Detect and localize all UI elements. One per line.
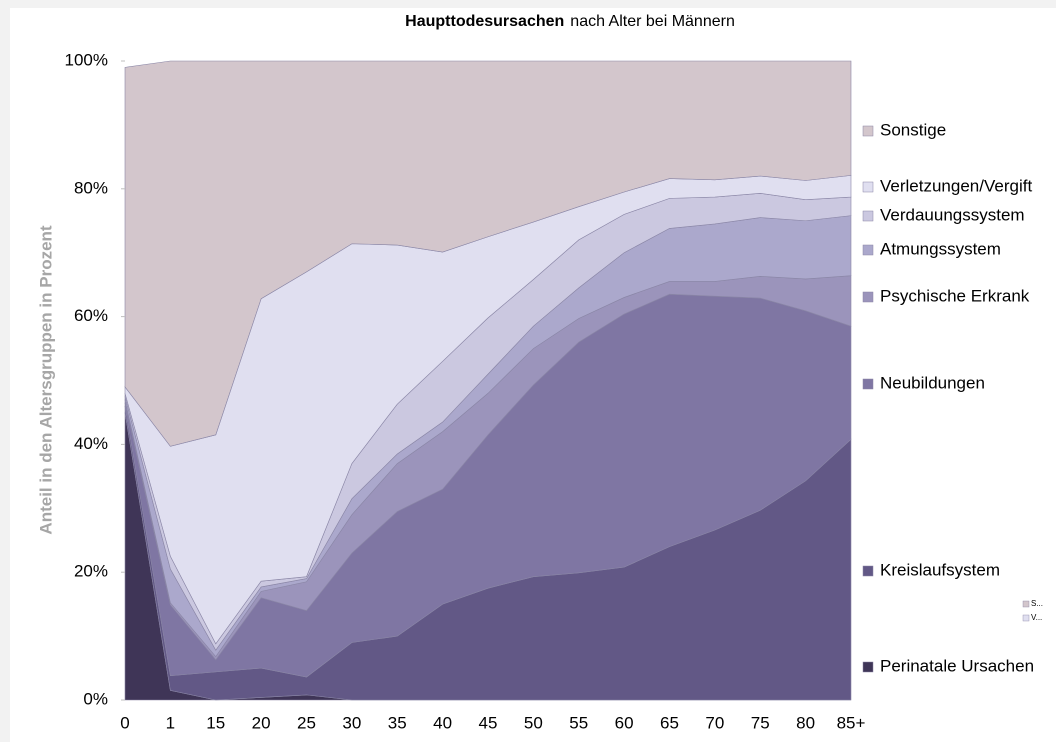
mini-legend-swatch bbox=[1022, 614, 1030, 622]
area bbox=[124, 60, 852, 447]
x-tick-label: 70 bbox=[705, 713, 724, 732]
legend-label: Neubildungen bbox=[880, 373, 985, 392]
legend-swatch bbox=[862, 125, 874, 137]
x-tick-label: 85+ bbox=[837, 713, 866, 732]
x-tick-label: 20 bbox=[252, 713, 271, 732]
legend-label: Verletzungen/Vergift bbox=[880, 176, 1032, 195]
x-tick-label: 0 bbox=[120, 713, 129, 732]
legend-label: Perinatale Ursachen bbox=[880, 656, 1034, 675]
y-tick-label: 100% bbox=[65, 50, 108, 69]
y-tick-label: 0% bbox=[83, 689, 108, 708]
x-tick-label: 50 bbox=[524, 713, 543, 732]
title-bold: Haupttodesursachen bbox=[405, 13, 564, 30]
legend-label: Verdauungssystem bbox=[880, 205, 1025, 224]
x-tick-label: 35 bbox=[388, 713, 407, 732]
title-rest: nach Alter bei Männern bbox=[570, 13, 735, 30]
x-tick-label: 60 bbox=[615, 713, 634, 732]
x-tick-label: 1 bbox=[166, 713, 175, 732]
x-tick-label: 80 bbox=[796, 713, 815, 732]
legend-label: Sonstige bbox=[880, 120, 946, 139]
x-tick-label: 25 bbox=[297, 713, 316, 732]
x-tick-label: 15 bbox=[206, 713, 225, 732]
y-tick-label: 60% bbox=[74, 306, 108, 325]
y-tick-label: 20% bbox=[74, 562, 108, 581]
legend-label: Atmungssystem bbox=[880, 239, 1001, 258]
chart-title: Haupttodesursachen nach Alter bei Männern bbox=[405, 13, 735, 30]
x-tick-label: 65 bbox=[660, 713, 679, 732]
legend-label: Psychische Erkrank bbox=[880, 286, 1030, 305]
mini-legend-label: V... bbox=[1031, 613, 1042, 622]
legend-swatch bbox=[862, 378, 874, 390]
legend-swatch bbox=[862, 661, 874, 673]
x-tick-label: 75 bbox=[751, 713, 770, 732]
legend-swatch bbox=[862, 244, 874, 256]
x-tick-label: 30 bbox=[342, 713, 361, 732]
mini-legend-label: S... bbox=[1031, 599, 1043, 608]
mini-legend-swatch bbox=[1022, 600, 1030, 608]
legend-swatch bbox=[862, 291, 874, 303]
legend-swatch bbox=[862, 210, 874, 222]
y-tick-label: 40% bbox=[74, 434, 108, 453]
legend-swatch bbox=[862, 565, 874, 577]
x-tick-label: 55 bbox=[569, 713, 588, 732]
y-axis-label: Anteil in den Altersgruppen in Prozent bbox=[36, 225, 55, 535]
x-tick-label: 40 bbox=[433, 713, 452, 732]
legend-label: Kreislaufsystem bbox=[880, 560, 1000, 579]
legend-swatch bbox=[862, 181, 874, 193]
y-tick-label: 80% bbox=[74, 178, 108, 197]
x-tick-label: 45 bbox=[479, 713, 498, 732]
